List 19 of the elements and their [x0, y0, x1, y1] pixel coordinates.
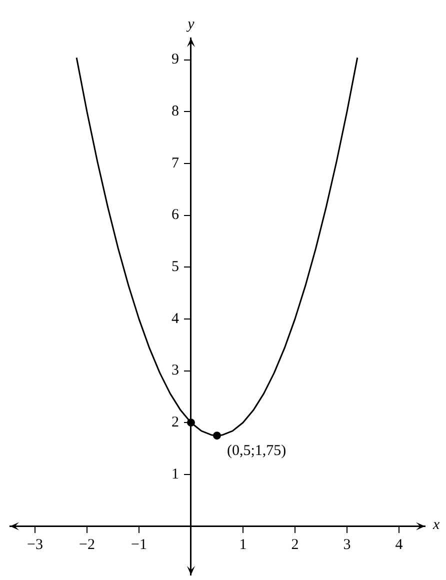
y-tick-label: 4 [171, 310, 180, 327]
x-tick-label: 3 [343, 537, 351, 554]
y-tick-label: 3 [171, 362, 179, 379]
y-tick-label: 8 [171, 104, 179, 120]
annotation: (0,5;1,75) [226, 443, 286, 460]
y-tick-label: 9 [171, 52, 179, 68]
x-tick-label: 4 [395, 537, 404, 554]
y-tick-label: 1 [171, 466, 179, 482]
y-tick-label: 6 [171, 207, 180, 224]
x-tick-label: 2 [291, 537, 299, 554]
x-axis-title: x [432, 517, 440, 534]
y-axis-title: y [186, 16, 195, 32]
y-tick-label: 7 [171, 155, 180, 172]
x-tick-label: −1 [130, 537, 147, 554]
x-tick-label: −3 [26, 537, 43, 554]
y-tick-label: 2 [171, 414, 179, 431]
y-tick-label: 5 [171, 259, 179, 276]
x-tick-label: 1 [239, 537, 247, 554]
x-tick-label: −2 [78, 537, 95, 554]
